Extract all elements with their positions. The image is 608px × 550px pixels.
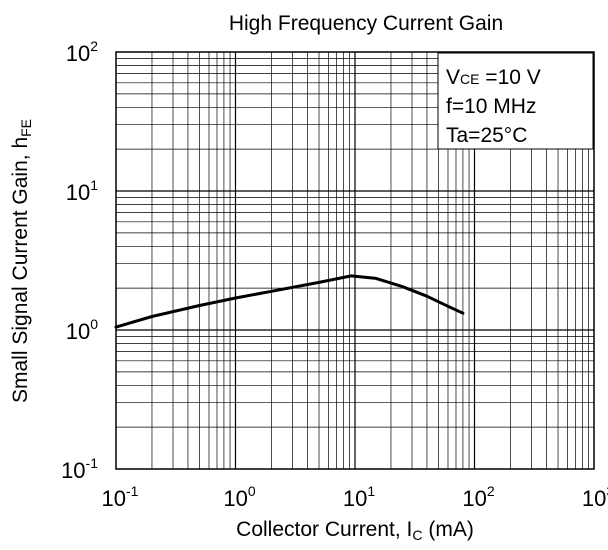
x-tick-label: 102	[462, 483, 494, 511]
annotation-box: VCE =10 V f=10 MHz Ta=25°C	[437, 52, 594, 150]
annotation-line: Ta=25°C	[446, 124, 527, 147]
tick-labels: 10-1 100 101 102 103 10-1 100 101 102	[61, 38, 608, 511]
annotation-frame	[437, 52, 594, 150]
y-tick-label: 101	[66, 177, 98, 205]
y-tick-label: 100	[66, 316, 98, 344]
plot-frame	[115, 51, 595, 470]
y-tick-label: 10-1	[61, 455, 98, 483]
annotation-line: VCE =10 V	[446, 66, 541, 89]
grid	[116, 52, 594, 469]
chart-title: High Frequency Current Gain	[229, 12, 503, 35]
y-axis-label: Small Signal Current Gain, hFE	[9, 119, 34, 403]
series-layer	[114, 274, 465, 329]
x-tick-label: 10-1	[102, 483, 139, 511]
y-tick-label: 102	[66, 38, 98, 66]
x-tick-label: 103	[582, 483, 608, 511]
x-tick-label: 100	[223, 483, 255, 511]
series-line	[114, 274, 465, 329]
x-tick-label: 101	[343, 483, 375, 511]
annotation-line: f=10 MHz	[446, 95, 536, 118]
x-axis-label: Collector Current, IC (mA)	[236, 518, 474, 543]
